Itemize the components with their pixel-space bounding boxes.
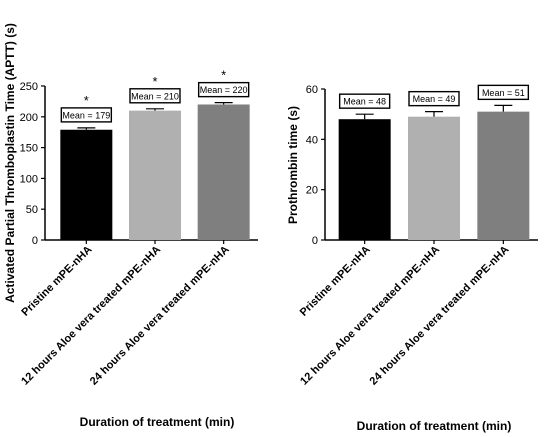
- mean-label: Mean = 210: [131, 91, 179, 101]
- category-label: 24 hours Aloe vera treated mPE-nHA: [88, 244, 232, 388]
- mean-label-box: [477, 84, 530, 101]
- y-axis-title: Activated Partial Thromboplastin Time (A…: [3, 23, 17, 303]
- category-label: 12 hours Aloe vera treated mPE-nHA: [298, 244, 442, 388]
- bar: [477, 111, 530, 241]
- category-label: Pristine mPE-nHA: [19, 244, 94, 319]
- prothrombin-chart: 0 20 40 60 Prothrombin time (s) Duration of t…: [286, 84, 538, 433]
- mean-label-box: [338, 93, 391, 109]
- mean-label: Mean = 49: [413, 94, 456, 104]
- y-tick-label: 50: [26, 204, 38, 216]
- y-tick-label: 60: [306, 84, 318, 96]
- significance-marker: *: [84, 93, 89, 108]
- y-tick-label: 150: [20, 143, 38, 155]
- y-tick-label: 250: [20, 81, 38, 93]
- y-axis-title: Prothrombin time (s): [286, 106, 300, 224]
- bar: [60, 129, 113, 240]
- bar: [408, 116, 460, 240]
- x-axis-title: Duration of treatment (min): [357, 419, 512, 433]
- y-tick-label: 20: [306, 185, 318, 197]
- category-label: 24 hours Aloe vera treated mPE-nHA: [368, 244, 512, 388]
- x-axis-title: Duration of treatment (min): [80, 415, 235, 429]
- y-tick-label: 40: [306, 134, 318, 146]
- bar: [197, 104, 250, 240]
- bar: [338, 119, 391, 240]
- mean-label-box: [408, 90, 460, 107]
- y-tick-label: 0: [312, 235, 318, 247]
- mean-label-box: [60, 107, 113, 123]
- y-tick-label: 100: [20, 173, 38, 185]
- bar: [129, 110, 181, 240]
- y-tick-label: 0: [32, 235, 38, 247]
- mean-label: Mean = 220: [200, 85, 248, 95]
- category-label: Pristine mPE-nHA: [298, 244, 373, 319]
- significance-marker: *: [152, 74, 157, 89]
- category-label: 12 hours Aloe vera treated mPE-nHA: [19, 244, 163, 388]
- significance-marker: *: [221, 68, 226, 83]
- mean-label: Mean = 51: [482, 88, 525, 98]
- mean-label: Mean = 179: [62, 110, 110, 120]
- y-tick-label: 200: [20, 112, 38, 124]
- mean-label: Mean = 48: [343, 97, 386, 107]
- mean-label-box: [197, 81, 250, 98]
- mean-label-box: [129, 88, 181, 104]
